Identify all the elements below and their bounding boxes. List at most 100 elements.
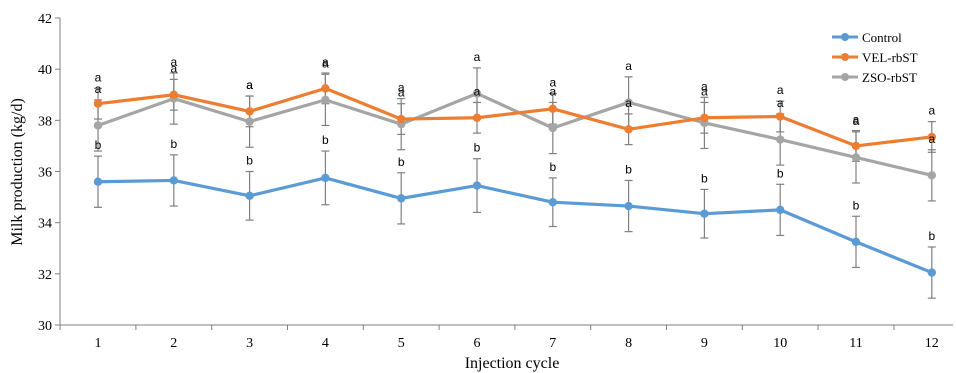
data-point [93, 99, 103, 108]
significance-letter: a [777, 83, 784, 97]
data-point [927, 268, 936, 277]
x-axis-title: Injection cycle [465, 355, 560, 372]
data-point [851, 141, 861, 151]
significance-letter: a [398, 86, 405, 100]
legend-marker [841, 53, 849, 61]
data-point [851, 153, 861, 162]
y-tick-label: 36 [38, 166, 52, 181]
significance-letter: b [853, 198, 860, 212]
significance-letter: a [95, 70, 102, 84]
data-point [927, 132, 936, 142]
data-point [245, 191, 254, 201]
series-points [93, 84, 936, 277]
data-point [624, 98, 633, 107]
data-point [321, 84, 330, 93]
data-point [321, 95, 330, 105]
data-point [624, 125, 633, 134]
legend-label: VEL-rbST [862, 50, 918, 65]
data-point [472, 89, 482, 98]
y-tick-label: 38 [38, 114, 52, 129]
significance-letter: b [95, 138, 102, 152]
legend-marker [841, 33, 849, 41]
x-tick-label: 12 [925, 336, 939, 351]
significance-letter: b [777, 166, 784, 180]
x-tick-label: 11 [849, 336, 862, 351]
data-point [472, 113, 482, 122]
data-point [776, 112, 785, 121]
x-tick-label: 9 [701, 336, 708, 351]
significance-letter: b [474, 141, 481, 155]
significance-letter: a [853, 113, 860, 127]
data-point [321, 173, 330, 183]
significance-letter: a [853, 114, 860, 128]
data-point [169, 90, 178, 99]
error-bars [94, 67, 936, 299]
series-line [97, 91, 933, 177]
series-line [97, 176, 933, 275]
data-point [927, 171, 936, 180]
significance-letter: a [625, 59, 632, 73]
x-tick-label: 6 [474, 336, 481, 351]
significance-letter: a [95, 82, 102, 96]
x-tick-label: 1 [95, 336, 102, 351]
x-tick-label: 8 [625, 336, 632, 351]
x-tick-label: 10 [773, 336, 787, 351]
y-tick-label: 34 [38, 217, 52, 232]
data-point [548, 198, 557, 207]
significance-letter: a [170, 61, 177, 75]
data-point [93, 177, 103, 186]
series-line [97, 86, 932, 148]
data-point [776, 205, 785, 215]
significance-letter: b [549, 160, 556, 174]
legend-label: ZSO-rbST [862, 70, 917, 85]
legend: Control VEL-rbST ZSO-rbST [832, 30, 918, 85]
significance-letter: a [246, 78, 253, 92]
significance-letter: b [928, 229, 935, 243]
significance-letter: b [625, 162, 632, 176]
significance-letter: b [398, 155, 405, 169]
x-tick-label: 7 [549, 336, 556, 351]
y-axis-title: Milk production (kg/d) [9, 98, 26, 246]
data-point [397, 114, 406, 124]
data-point [245, 117, 254, 126]
significance-letter: a [170, 55, 177, 69]
significance-letter: a [322, 55, 329, 69]
significance-letter: a [322, 56, 329, 70]
y-tick-label: 30 [38, 319, 52, 334]
significance-letter: a [474, 50, 481, 64]
data-point [776, 135, 785, 144]
significance-letter: b [246, 154, 253, 168]
data-point [472, 181, 482, 190]
significance-letter: b [170, 137, 177, 151]
series-lines [97, 86, 933, 275]
legend-marker [841, 73, 849, 81]
data-point [169, 176, 178, 185]
data-point [851, 237, 861, 247]
data-point [93, 121, 103, 130]
significance-letter: a [928, 104, 935, 118]
x-tick-label: 5 [398, 336, 405, 351]
significance-letter: a [701, 84, 708, 98]
legend-label: Control [862, 30, 902, 45]
y-tick-label: 32 [38, 268, 52, 283]
significance-letter: a [246, 78, 253, 92]
data-point [245, 107, 254, 116]
significance-letter: b [701, 171, 708, 185]
significance-letter: a [474, 84, 481, 98]
data-point [624, 201, 633, 211]
significance-letter: a [777, 96, 784, 110]
significance-letter: a [928, 132, 935, 146]
y-tick-label: 40 [38, 63, 52, 78]
x-tick-label: 3 [246, 336, 253, 351]
x-tick-label: 4 [322, 336, 329, 351]
data-point [548, 123, 557, 133]
data-point [548, 104, 557, 114]
data-point [700, 113, 709, 122]
y-tick-label: 42 [38, 12, 52, 27]
data-point [397, 194, 406, 203]
significance-letter: a [701, 79, 708, 93]
